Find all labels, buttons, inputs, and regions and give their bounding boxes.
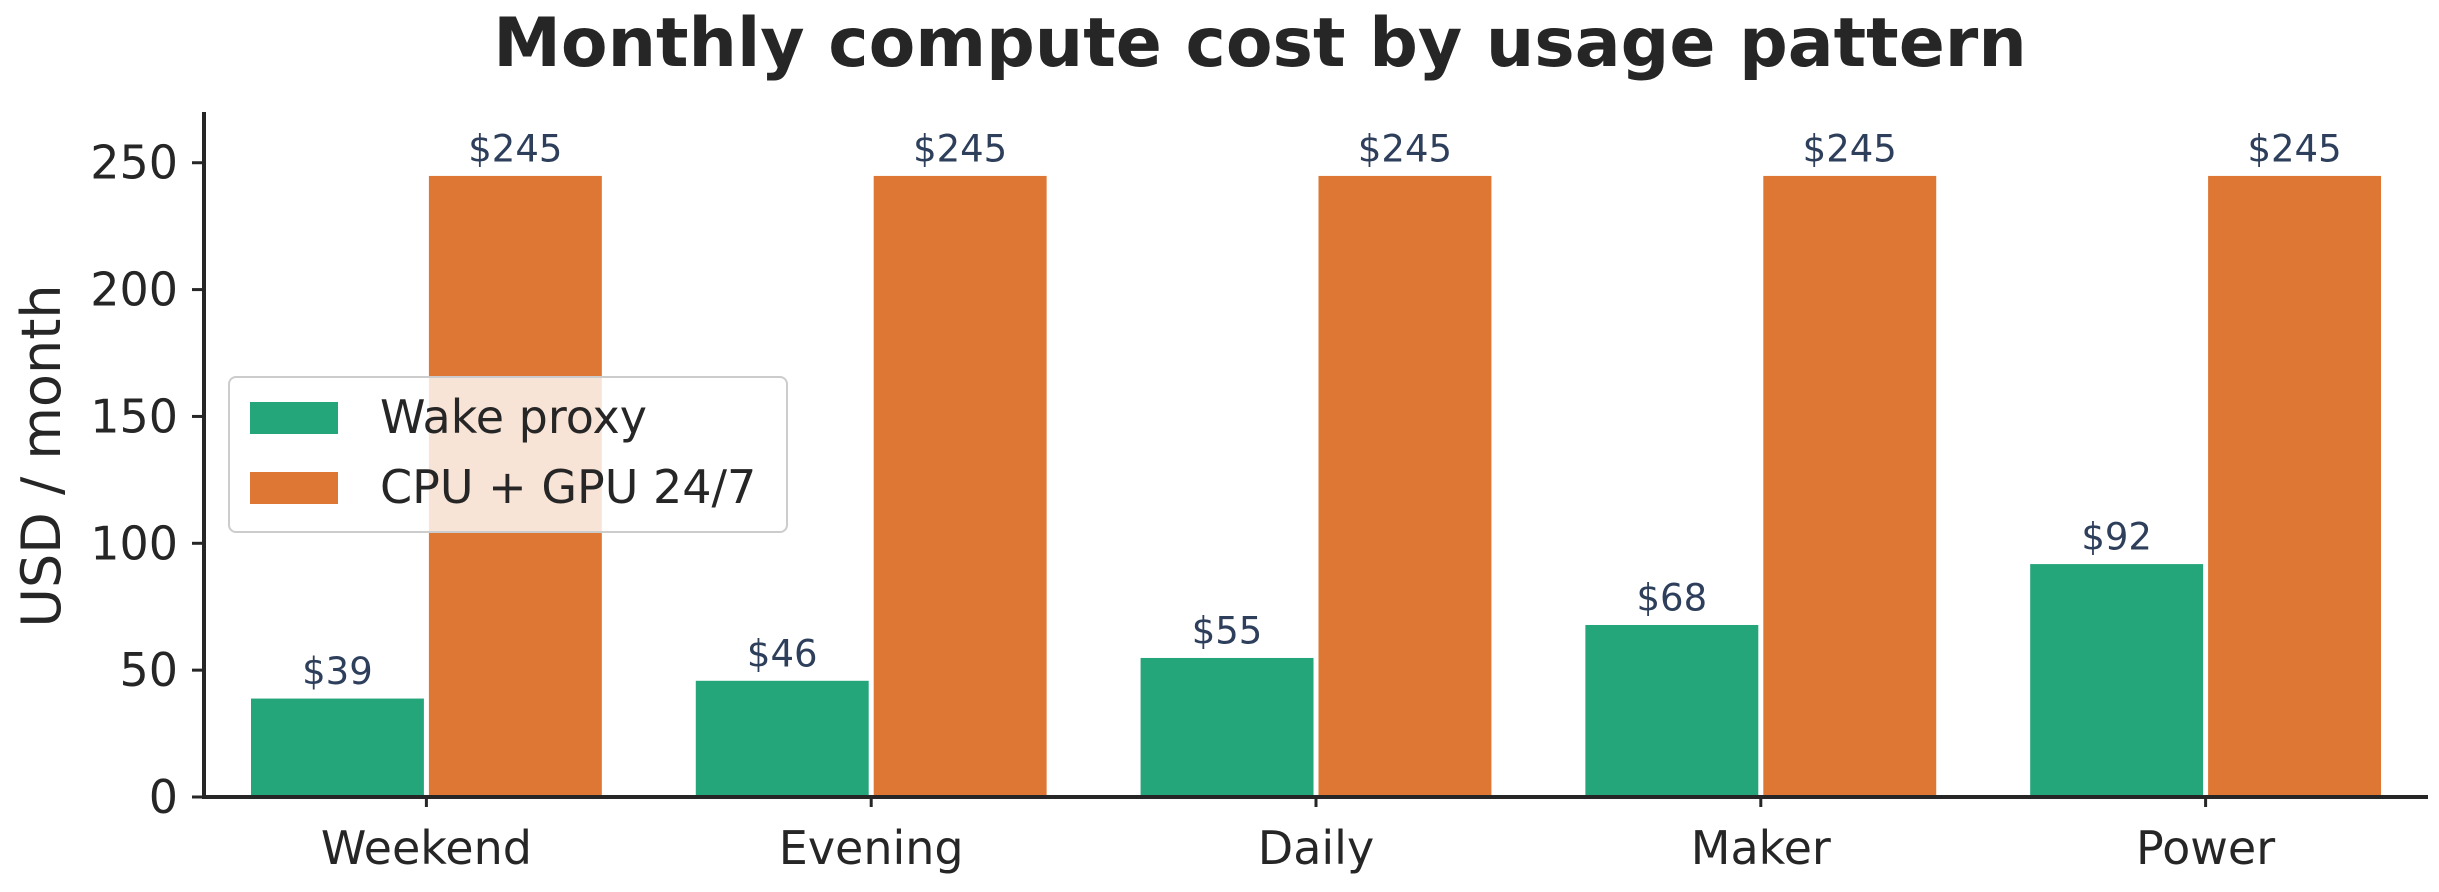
legend-swatch-cpu-gpu [250,472,338,504]
bar-cpu-gpu-24-7-maker [1762,174,1938,798]
bar-wake-proxy-power [2029,563,2205,798]
bars [249,174,2383,798]
bar-wake-proxy-weekend [249,697,425,798]
y-axis-ticks: 0 50 100 150 200 250 [90,136,204,824]
y-tick-label: 250 [90,136,178,190]
bar-cpu-gpu-24-7-daily [1317,174,1493,798]
legend: Wake proxy CPU + GPU 24/7 [228,376,788,533]
bar-cpu-gpu-24-7-power [2207,174,2383,798]
x-tick-label-evening: Evening [779,821,964,875]
value-label-wake-proxy-weekend: $39 [302,650,373,693]
value-label-cpu-gpu-24-7-power: $245 [2247,127,2341,170]
legend-label-wake-proxy: Wake proxy [380,390,647,444]
value-label-wake-proxy-power: $92 [2081,516,2152,559]
legend-swatch-wake-proxy [250,402,338,434]
x-tick-label-maker: Maker [1691,821,1831,875]
x-tick-label-daily: Daily [1258,821,1374,875]
legend-label-cpu-gpu: CPU + GPU 24/7 [380,460,756,514]
y-tick-label: 100 [90,516,178,570]
chart-title: Monthly compute cost by usage pattern [493,4,2027,83]
x-axis-ticks: Weekend Evening Daily Maker Power [321,797,2275,875]
bar-value-labels: $39 $245 $46 $245 $55 $245 $68 $245 $92 $245 [302,127,2342,693]
x-tick-label-weekend: Weekend [321,821,532,875]
y-axis-label: USD / month [10,284,73,627]
value-label-wake-proxy-maker: $68 [1637,576,1708,619]
y-tick-label: 50 [119,643,178,697]
y-tick-label: 150 [90,389,178,443]
bar-wake-proxy-maker [1584,623,1760,798]
x-tick-label-power: Power [2136,821,2275,875]
value-label-wake-proxy-evening: $46 [747,632,818,675]
y-tick-label: 200 [90,263,178,317]
value-label-cpu-gpu-24-7-maker: $245 [1803,127,1897,170]
value-label-cpu-gpu-24-7-weekend: $245 [468,127,562,170]
bar-wake-proxy-daily [1139,656,1315,798]
y-tick-label: 0 [149,770,178,824]
bar-cpu-gpu-24-7-evening [872,174,1048,798]
value-label-cpu-gpu-24-7-daily: $245 [1358,127,1452,170]
bar-wake-proxy-evening [694,679,870,798]
legend-frame [228,376,788,533]
value-label-cpu-gpu-24-7-evening: $245 [913,127,1007,170]
value-label-wake-proxy-daily: $55 [1192,609,1263,652]
